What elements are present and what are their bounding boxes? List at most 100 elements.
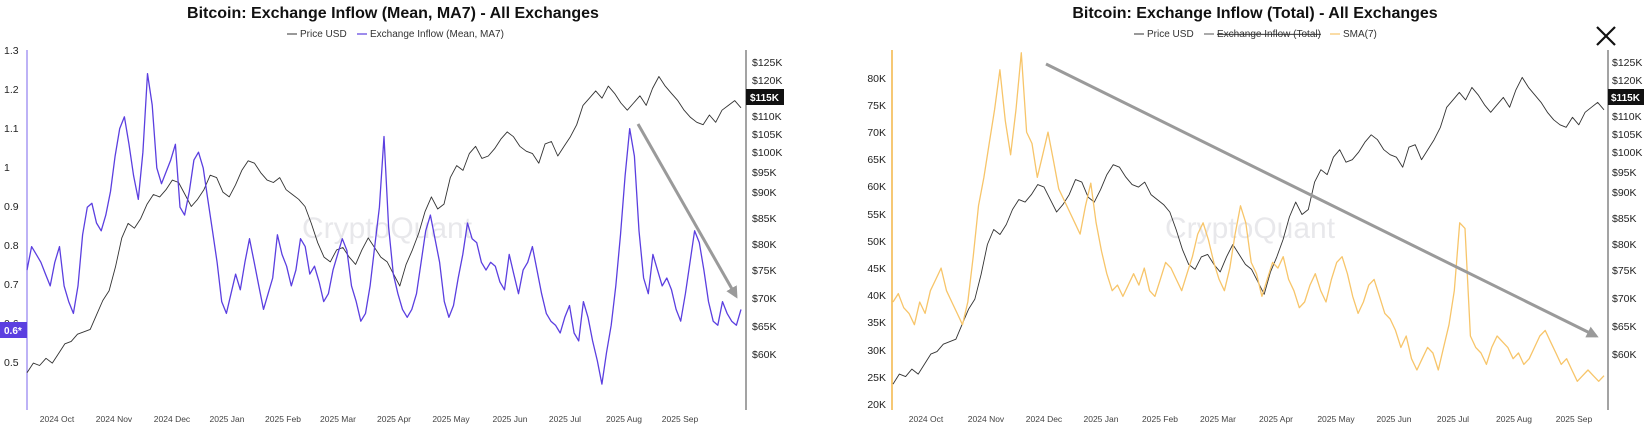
y-right-tick-label: $85K (1612, 213, 1637, 225)
chart1-left-ticks: 1.31.21.110.90.80.70.60.5 (4, 45, 19, 369)
x-tick-label: 2025 Jun (493, 414, 528, 424)
chart1-right-value-text: $115K (750, 93, 780, 104)
x-tick-label: 2025 Mar (320, 414, 356, 424)
x-tick-label: 2025 Apr (377, 414, 411, 424)
y-left-tick-label: 65K (867, 154, 886, 166)
x-tick-label: 2024 Dec (154, 414, 191, 424)
y-right-tick-label: $80K (752, 239, 777, 251)
y-right-tick-label: $110K (752, 111, 782, 123)
x-tick-label: 2025 Jan (1084, 414, 1119, 424)
y-left-tick-label: 0.7 (4, 279, 19, 291)
y-left-tick-label: 30K (867, 345, 886, 357)
series-line (26, 72, 742, 385)
y-left-tick-label: 20K (867, 399, 886, 411)
x-tick-label: 2024 Dec (1026, 414, 1063, 424)
y-right-tick-label: $85K (752, 213, 777, 225)
chart2-legend[interactable]: Price USD Exchange Inflow (Total) SMA(7) (1134, 29, 1377, 40)
y-right-tick-label: $90K (752, 187, 777, 199)
chart1-right-value-badge: $115K (746, 89, 784, 105)
y-left-tick-label: 0.9 (4, 201, 19, 213)
legend2-price-label[interactable]: Price USD (1147, 29, 1194, 40)
legend-inflow-label[interactable]: Exchange Inflow (Mean, MA7) (370, 29, 504, 40)
x-tick-label: 2024 Nov (96, 414, 133, 424)
y-right-tick-label: $65K (752, 321, 777, 333)
x-tick-label: 2025 Sep (662, 414, 699, 424)
y-right-tick-label: $120K (1612, 75, 1642, 87)
x-tick-label: 2025 Feb (265, 414, 301, 424)
x-tick-label: 2025 Jan (210, 414, 245, 424)
x-tick-label: 2025 Aug (1496, 414, 1532, 424)
x-tick-label: 2025 Jun (1377, 414, 1412, 424)
y-right-tick-label: $75K (752, 265, 777, 277)
y-left-tick-label: 1.1 (4, 123, 19, 135)
y-left-tick-label: 0.8 (4, 240, 19, 252)
y-right-tick-label: $100K (1612, 147, 1642, 159)
chart2-watermark: CryptoQuant (1165, 212, 1336, 245)
y-right-tick-label: $60K (752, 349, 777, 361)
y-left-tick-label: 45K (867, 263, 886, 275)
y-left-tick-label: 25K (867, 372, 886, 384)
y-left-tick-label: 60K (867, 181, 886, 193)
chart1-trend-arrow (636, 123, 738, 299)
chart1-left-value-badge: 0.6* (0, 322, 27, 338)
series-line (892, 52, 1605, 382)
y-right-tick-label: $125K (752, 57, 782, 69)
series-line (26, 76, 742, 373)
y-right-tick-label: $100K (752, 147, 782, 159)
x-tick-label: 2025 Sep (1556, 414, 1593, 424)
series-line (892, 76, 1605, 385)
chart-exchange-inflow-total: Bitcoin: Exchange Inflow (Total) - All E… (867, 5, 1644, 424)
y-left-tick-label: 1.2 (4, 84, 19, 96)
x-tick-label: 2025 Aug (606, 414, 642, 424)
close-icon[interactable] (1592, 22, 1620, 50)
y-left-tick-label: 80K (867, 73, 886, 85)
chart2-right-value-badge: $115K (1608, 89, 1644, 105)
chart2-right-ticks: $125K $120K $115K $110K $105K $100K $95K $90K $8… (1612, 57, 1642, 361)
chart1-title: Bitcoin: Exchange Inflow (Mean, MA7) - A… (187, 5, 599, 22)
y-right-tick-label: $95K (752, 167, 777, 179)
chart2-title: Bitcoin: Exchange Inflow (Total) - All E… (1072, 5, 1437, 22)
y-right-tick-label: $95K (1612, 167, 1637, 179)
x-tick-label: 2024 Oct (40, 414, 75, 424)
x-tick-label: 2025 Feb (1142, 414, 1178, 424)
y-right-tick-label: $60K (1612, 349, 1637, 361)
y-right-tick-label: $90K (1612, 187, 1637, 199)
y-right-tick-label: $120K (752, 75, 782, 87)
y-right-tick-label: $70K (1612, 293, 1637, 305)
chart1-series (26, 72, 742, 385)
legend-price-label[interactable]: Price USD (300, 29, 347, 40)
y-left-tick-label: 35K (867, 317, 886, 329)
y-left-tick-label: 55K (867, 209, 886, 221)
chart2-trend-arrow (1045, 62, 1599, 338)
y-right-tick-label: $105K (752, 129, 782, 141)
chart2-right-value-text: $115K (1611, 93, 1641, 104)
legend2-inflow-label[interactable]: Exchange Inflow (Total) (1217, 29, 1321, 40)
y-right-tick-label: $80K (1612, 239, 1637, 251)
y-right-tick-label: $105K (1612, 129, 1642, 141)
chart2-x-ticks: 2024 Oct 2024 Nov 2024 Dec 2025 Jan 2025 Feb… (909, 414, 1593, 424)
chart1-x-ticks: 2024 Oct 2024 Nov 2024 Dec 2025 Jan 2025 Feb… (40, 414, 699, 424)
x-tick-label: 2025 Jul (549, 414, 581, 424)
y-right-tick-label: $110K (1612, 111, 1642, 123)
y-left-tick-label: 50K (867, 236, 886, 248)
y-right-tick-label: $70K (752, 293, 777, 305)
x-tick-label: 2024 Nov (968, 414, 1005, 424)
chart1-legend[interactable]: Price USD Exchange Inflow (Mean, MA7) (287, 29, 504, 40)
y-left-tick-label: 1 (4, 162, 10, 174)
y-right-tick-label: $125K (1612, 57, 1642, 69)
y-right-tick-label: $65K (1612, 321, 1637, 333)
y-left-tick-label: 40K (867, 290, 886, 302)
x-tick-label: 2025 Apr (1259, 414, 1293, 424)
x-tick-label: 2025 May (432, 414, 470, 424)
x-tick-label: 2025 Mar (1200, 414, 1236, 424)
y-left-tick-label: 75K (867, 100, 886, 112)
x-tick-label: 2025 Jul (1437, 414, 1469, 424)
x-tick-label: 2025 May (1317, 414, 1355, 424)
chart2-series (892, 52, 1605, 385)
x-tick-label: 2024 Oct (909, 414, 944, 424)
legend2-sma-label[interactable]: SMA(7) (1343, 29, 1377, 40)
chart1-watermark: CryptoQuant (302, 212, 473, 245)
y-right-tick-label: $75K (1612, 265, 1637, 277)
y-left-tick-label: 70K (867, 127, 886, 139)
